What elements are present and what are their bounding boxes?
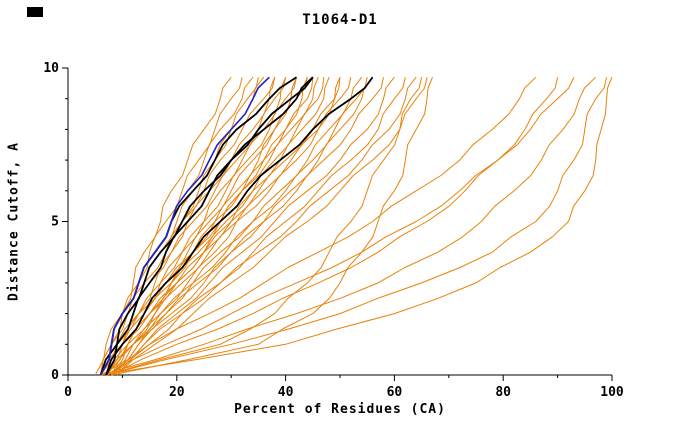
curve-black [99, 76, 314, 376]
curve-blue [99, 76, 270, 376]
x-tick-label: 0 [64, 385, 72, 400]
curve-orange [100, 76, 537, 376]
curve-orange [100, 77, 297, 376]
curve-orange [111, 77, 559, 376]
x-tick-label: 40 [278, 385, 294, 400]
curve-orange [100, 77, 308, 376]
curve-orange [111, 77, 433, 376]
curve-orange [105, 77, 368, 376]
x-tick-label: 100 [600, 385, 624, 400]
chart-title: T1064-D1 [302, 12, 378, 28]
curve-orange [100, 76, 232, 376]
curve-orange [100, 76, 597, 376]
x-tick-label: 20 [169, 385, 185, 400]
y-tick-label: 0 [51, 368, 59, 383]
corner-marker [27, 7, 43, 17]
y-axis-label: Distance Cutoff, A [6, 142, 22, 301]
y-tick-label: 5 [51, 215, 59, 230]
curve-orange [105, 77, 608, 376]
curve-orange [105, 77, 384, 376]
curve-black [105, 76, 314, 376]
curve-orange [111, 76, 417, 376]
x-axis-label: Percent of Residues (CA) [234, 402, 446, 417]
x-tick-label: 80 [495, 385, 511, 400]
y-tick-label: 10 [43, 61, 59, 76]
curve-orange [100, 77, 613, 376]
curve-black [105, 76, 374, 376]
curve-orange [111, 76, 395, 376]
curve-orange [105, 77, 423, 376]
curve-orange [105, 76, 575, 376]
curve-orange [100, 77, 341, 376]
curve-orange [116, 77, 428, 376]
x-tick-label: 60 [387, 385, 403, 400]
curve-orange [100, 77, 243, 376]
curve-orange [116, 77, 406, 376]
